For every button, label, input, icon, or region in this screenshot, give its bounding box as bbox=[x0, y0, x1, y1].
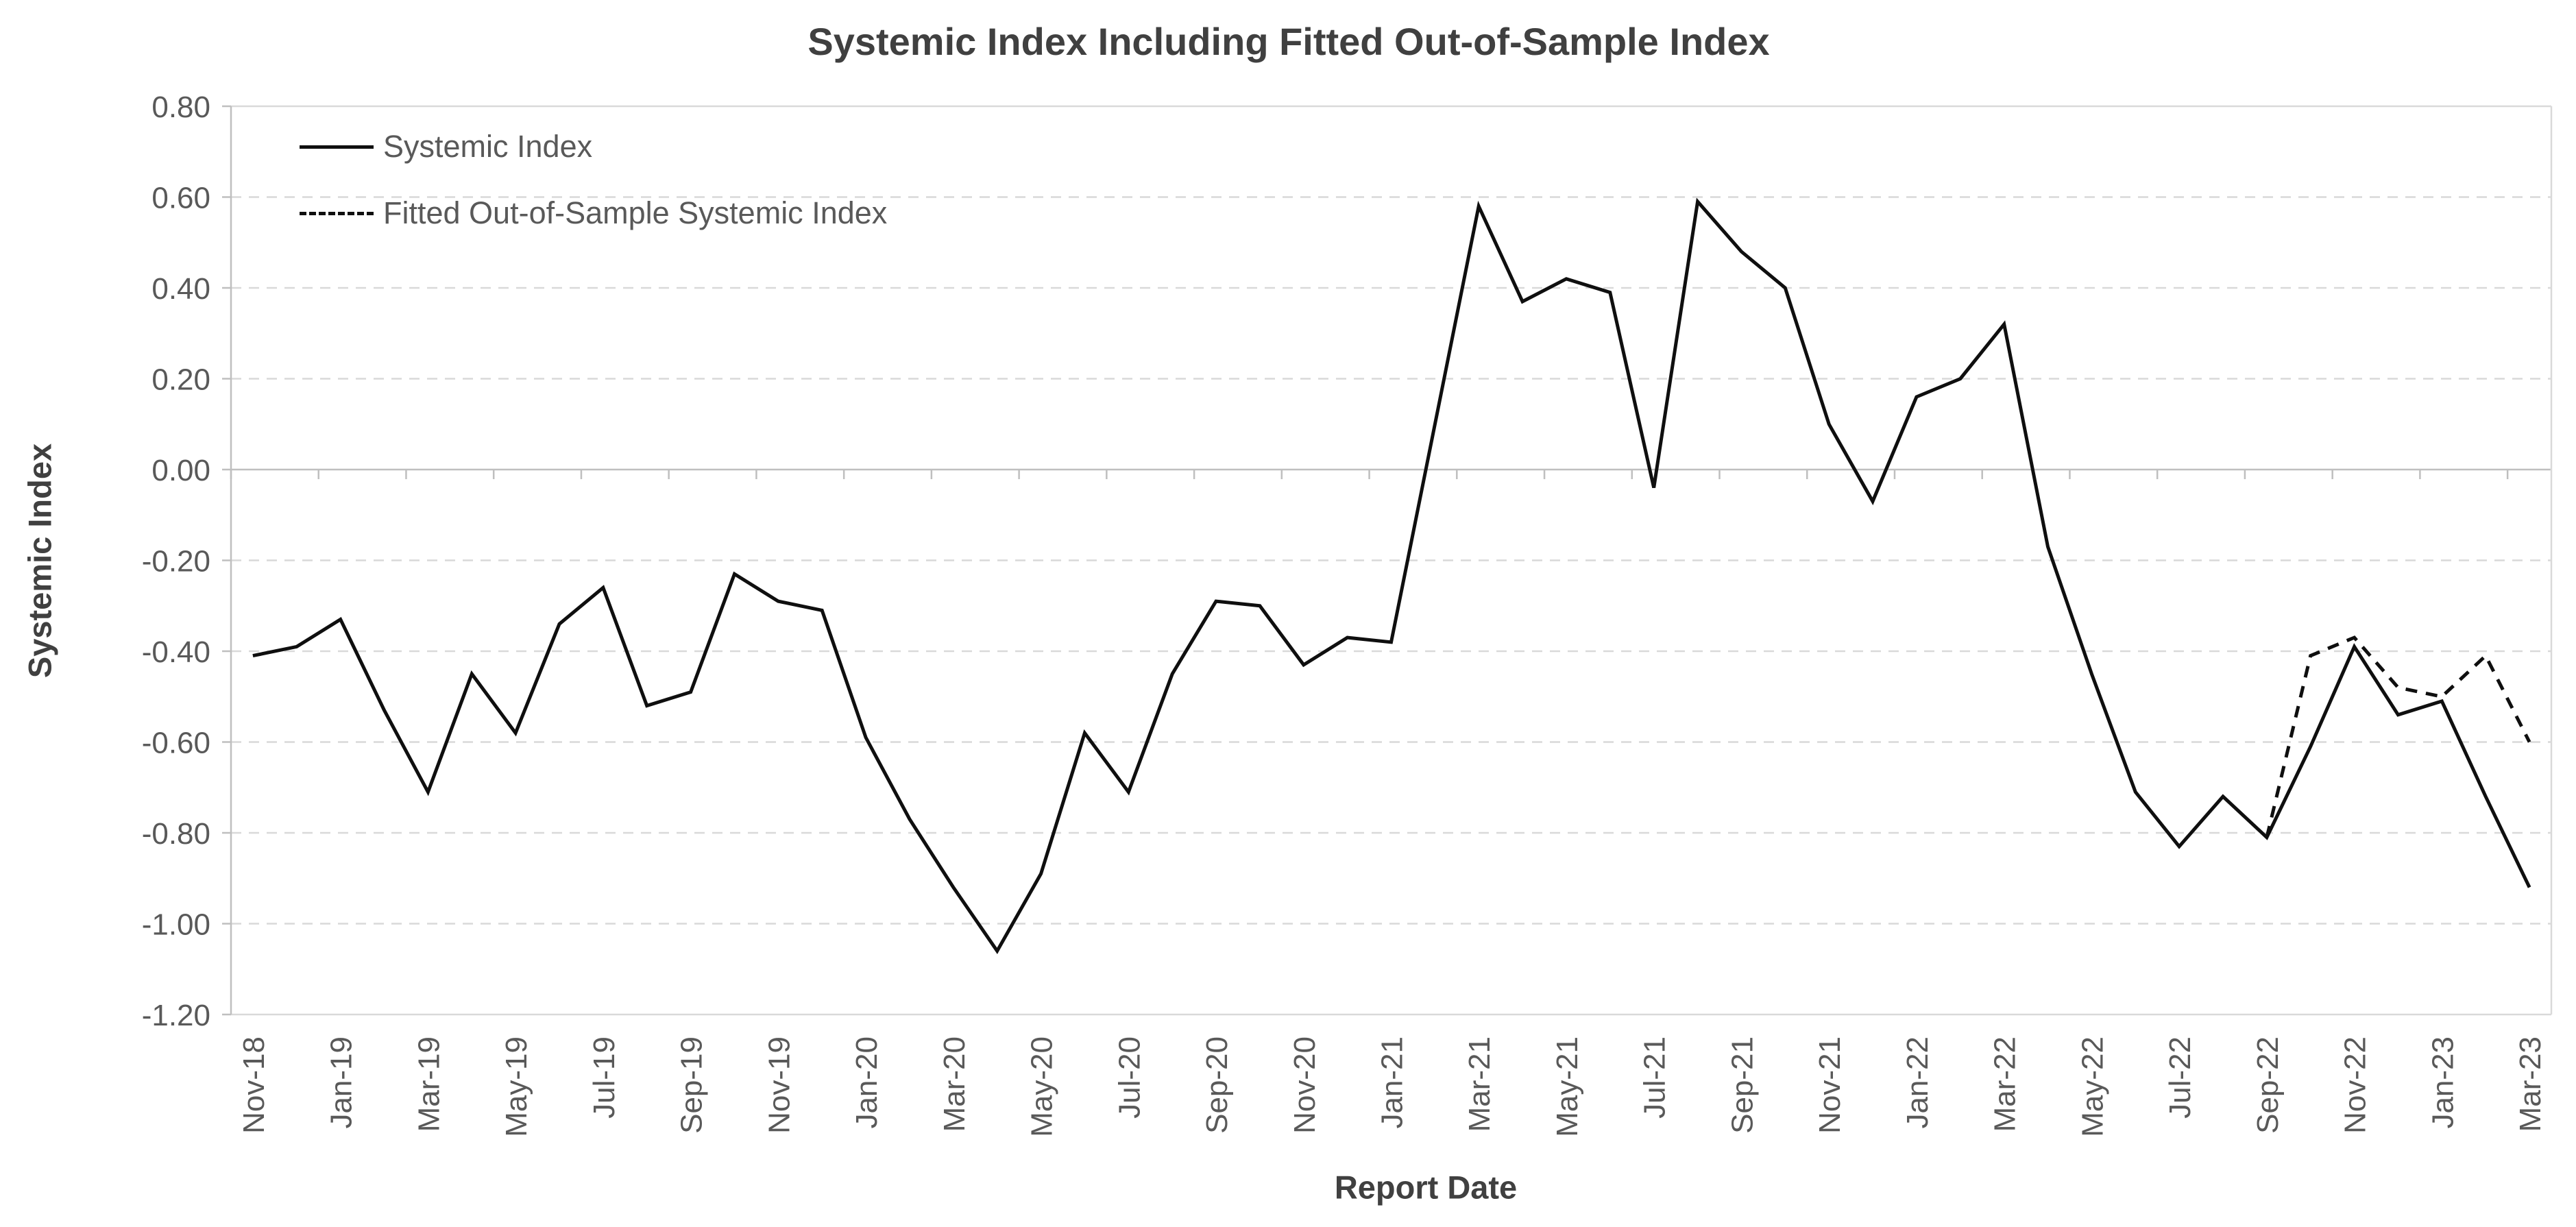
legend-label: Systemic Index bbox=[383, 129, 593, 164]
y-tick-label: 0.40 bbox=[151, 272, 210, 306]
y-tick-label: -0.80 bbox=[142, 817, 210, 851]
x-tick-label: Nov-22 bbox=[2339, 1036, 2372, 1134]
legend: Systemic Index Fitted Out-of-Sample Syst… bbox=[300, 129, 888, 230]
x-tick-label: Jul-20 bbox=[1113, 1036, 1146, 1119]
x-tick-label: May-22 bbox=[2076, 1036, 2109, 1137]
x-tick-label: Nov-20 bbox=[1288, 1036, 1322, 1134]
x-tick-label: Sep-19 bbox=[675, 1036, 709, 1134]
x-tick-label: Jul-22 bbox=[2163, 1036, 2197, 1119]
x-tick-label: Jul-21 bbox=[1638, 1036, 1672, 1119]
legend-label: Fitted Out-of-Sample Systemic Index bbox=[383, 195, 888, 230]
x-tick-label: Nov-21 bbox=[1813, 1036, 1847, 1134]
x-tick-label: Mar-22 bbox=[1989, 1036, 2022, 1132]
x-tick-label: Mar-20 bbox=[938, 1036, 971, 1132]
legend-dashed-line-sample bbox=[300, 211, 374, 215]
x-tick-label: May-19 bbox=[500, 1036, 533, 1137]
x-tick-label: Nov-19 bbox=[762, 1036, 796, 1134]
x-axis-title: Report Date bbox=[1334, 1169, 1518, 1206]
y-tick-label: -1.00 bbox=[142, 908, 210, 942]
legend-solid-line-sample bbox=[300, 145, 374, 149]
x-tick-label: Sep-21 bbox=[1725, 1036, 1759, 1134]
y-tick-label: -0.60 bbox=[142, 727, 210, 760]
x-tick-label: Nov-18 bbox=[237, 1036, 271, 1134]
chart-title: Systemic Index Including Fitted Out-of-S… bbox=[807, 20, 1770, 63]
x-tick-label: Jan-23 bbox=[2426, 1036, 2459, 1129]
y-axis-title: Systemic Index bbox=[21, 443, 58, 679]
x-tick-label: Mar-19 bbox=[412, 1036, 446, 1132]
x-tick-label: Sep-22 bbox=[2251, 1036, 2285, 1134]
fitted-index-line bbox=[2265, 635, 2531, 838]
y-tick-label: 0.60 bbox=[151, 182, 210, 215]
y-tick-label: -0.40 bbox=[142, 635, 210, 669]
x-tick-label: Mar-23 bbox=[2514, 1036, 2547, 1132]
x-tick-label: Sep-20 bbox=[1200, 1036, 1234, 1134]
legend-item-fitted-index: Fitted Out-of-Sample Systemic Index bbox=[300, 195, 888, 230]
y-tick-label: 0.80 bbox=[151, 90, 210, 124]
x-tick-label: Mar-21 bbox=[1463, 1036, 1496, 1132]
legend-item-systemic-index: Systemic Index bbox=[300, 129, 887, 164]
y-tick-label: -0.20 bbox=[142, 545, 210, 579]
x-tick-label: Jan-22 bbox=[1901, 1036, 1934, 1129]
systemic-index-line bbox=[252, 197, 2531, 955]
y-tick-label: 0.00 bbox=[151, 454, 210, 487]
x-tick-label: Jan-20 bbox=[850, 1036, 884, 1129]
x-tick-label: May-20 bbox=[1025, 1036, 1059, 1137]
y-tick-label: 0.20 bbox=[151, 363, 210, 397]
y-tick-label: -1.20 bbox=[142, 999, 210, 1032]
x-tick-label: Jan-19 bbox=[325, 1036, 359, 1129]
x-tick-label: May-21 bbox=[1551, 1036, 1584, 1137]
x-tick-label: Jan-21 bbox=[1376, 1036, 1409, 1129]
x-tick-label: Jul-19 bbox=[587, 1036, 621, 1119]
